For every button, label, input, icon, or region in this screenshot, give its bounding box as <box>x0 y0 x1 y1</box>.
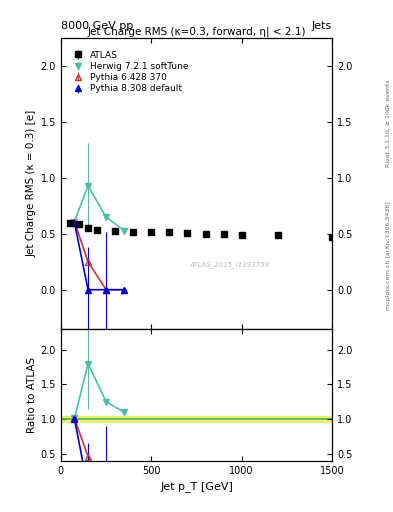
Legend: ATLAS, Herwig 7.2.1 softTune, Pythia 6.428 370, Pythia 8.308 default: ATLAS, Herwig 7.2.1 softTune, Pythia 6.4… <box>68 49 190 95</box>
Text: mcplots.cern.ch [arXiv:1306.3436]: mcplots.cern.ch [arXiv:1306.3436] <box>386 202 391 310</box>
X-axis label: Jet p_T [GeV]: Jet p_T [GeV] <box>160 481 233 492</box>
Title: Jet Charge RMS (κ=0.3, forward, η| < 2.1): Jet Charge RMS (κ=0.3, forward, η| < 2.1… <box>87 26 306 37</box>
Text: 8000 GeV pp: 8000 GeV pp <box>61 20 133 31</box>
Text: Jets: Jets <box>312 20 332 31</box>
Y-axis label: Ratio to ATLAS: Ratio to ATLAS <box>26 357 37 433</box>
Text: ATLAS_2015_I1393758: ATLAS_2015_I1393758 <box>189 262 269 268</box>
Y-axis label: Jet Charge RMS (κ = 0.3) [e]: Jet Charge RMS (κ = 0.3) [e] <box>26 110 37 257</box>
Text: Rivet 3.1.10, ≥ 100k events: Rivet 3.1.10, ≥ 100k events <box>386 79 391 167</box>
Bar <box>61 416 332 422</box>
